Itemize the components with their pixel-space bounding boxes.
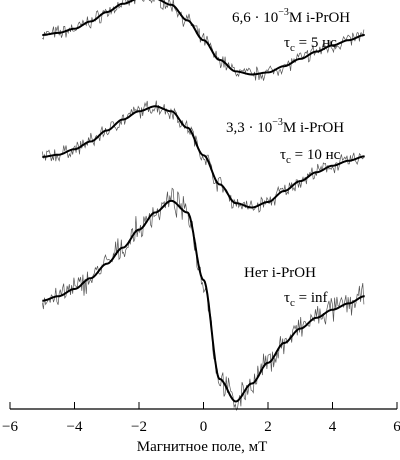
x-tick-label: −6: [2, 419, 18, 435]
annotation-series-1-prefix: 6,6 · 10: [232, 10, 278, 26]
series-1-fit-line: [42, 0, 365, 76]
annotation-series-3-prefix: Нет i-PrOH: [244, 265, 316, 281]
annotation-series-2-exponent: −3: [272, 117, 283, 128]
annotation-series-3-tau-value: = inf: [295, 290, 328, 306]
series-1-experimental-trace: [42, 0, 365, 81]
x-tick-label: 4: [329, 419, 337, 435]
annotation-series-2-tau-sub: c: [286, 154, 291, 166]
series-3-fit-line: [42, 199, 365, 403]
annotation-series-1-concentration: 6,6 · 10−3M i-PrOH: [232, 7, 350, 26]
annotation-series-3-tau-symbol: τ: [284, 290, 290, 306]
x-tick-label: 6: [393, 419, 400, 435]
x-tick-label: 2: [264, 419, 272, 435]
annotation-series-1-exponent: −3: [278, 7, 289, 18]
annotation-series-2-suffix: M i-PrOH: [283, 120, 344, 136]
x-tick-label: −4: [67, 419, 83, 435]
annotation-series-3-condition: Нет i-PrOH: [244, 265, 316, 281]
annotation-series-2-concentration: 3,3 · 10−3M i-PrOH: [226, 117, 344, 136]
annotation-series-2-prefix: 3,3 · 10: [226, 120, 272, 136]
x-axis-label: Магнитное поле, мТ: [137, 439, 268, 455]
annotation-series-2-tau: τc = 10 нс: [280, 147, 341, 166]
series-2-experimental-trace: [41, 100, 365, 213]
annotation-series-1-suffix: M i-PrOH: [289, 10, 350, 26]
annotation-series-1-tau-sub: c: [290, 42, 295, 54]
annotation-series-2-tau-value: = 10 нс: [291, 147, 341, 163]
annotation-series-1-tau-symbol: τ: [284, 35, 290, 51]
x-tick-label: −2: [131, 419, 147, 435]
annotation-series-3-tau: τc = inf: [284, 290, 328, 309]
annotation-series-3-tau-sub: c: [290, 297, 295, 309]
annotation-series-1-tau-value: = 5 нс: [295, 35, 337, 51]
spectra-traces: [41, 0, 365, 412]
x-tick-label: 0: [200, 419, 208, 435]
series-2-fit-line: [42, 105, 365, 209]
x-axis-ticks: −6 −4 −2 0 2 4 6: [2, 402, 400, 435]
annotation-series-1-tau: τc = 5 нс: [284, 35, 337, 54]
annotation-series-2-tau-symbol: τ: [280, 147, 286, 163]
